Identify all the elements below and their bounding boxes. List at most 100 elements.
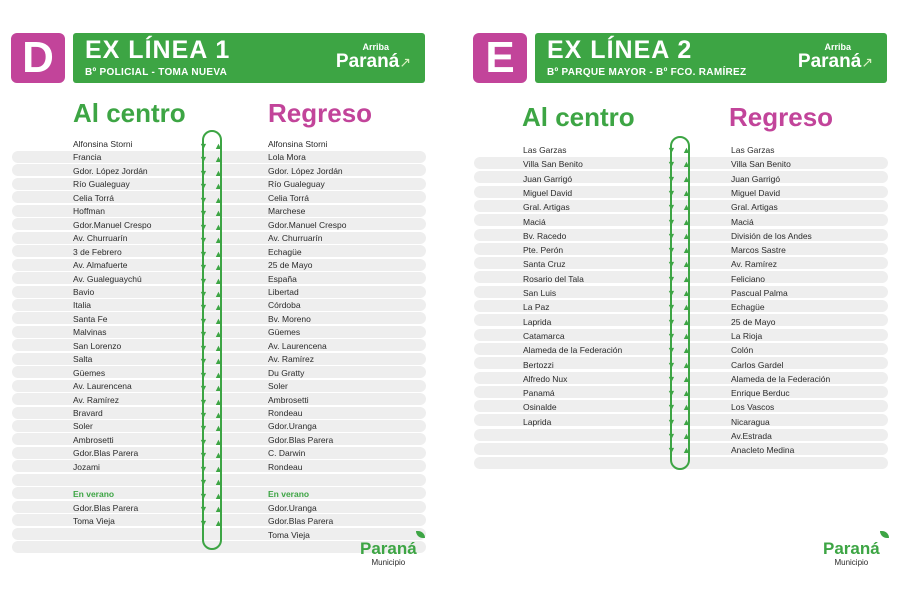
- brand-top-text: Arriba: [824, 42, 851, 52]
- arrow-up-icon: ▲: [682, 373, 691, 384]
- arrow-down-icon: ▼: [199, 517, 208, 528]
- stop-name: Jozami: [73, 461, 100, 472]
- arrow-up-icon: ▲: [214, 288, 223, 299]
- arrow-up-icon: ▲: [214, 342, 223, 353]
- row-stripe: [12, 379, 426, 392]
- verano-label-left: En verano: [73, 489, 115, 499]
- municipio-logo: Paraná Municipio: [823, 539, 880, 568]
- stop-name: Gral. Artigas: [731, 202, 778, 213]
- arrow-down-icon: ▼: [199, 490, 208, 501]
- stop-name: Rosario del Tala: [523, 273, 584, 284]
- line-title: EX LÍNEA 1: [85, 36, 231, 64]
- stop-name: Av. Ramírez: [73, 394, 119, 405]
- row-stripe: [12, 285, 426, 298]
- stop-name: Pascual Palma: [731, 288, 788, 298]
- arrow-up-icon: ▲: [682, 230, 691, 241]
- stop-name: Maciá: [731, 216, 754, 227]
- row-stripe: [474, 428, 888, 441]
- row-stripe: [12, 393, 426, 406]
- stop-name: Anacleto Medina: [731, 445, 795, 456]
- brand-top-text: Arriba: [362, 42, 389, 52]
- arrow-up-icon: ▲: [214, 450, 223, 461]
- stop-name: Gdor.Manuel Crespo: [268, 219, 347, 230]
- arrow-up-icon: ▲: [682, 288, 691, 298]
- arrow-up-icon: ▲: [682, 259, 691, 270]
- brand-main-text: Paraná: [335, 51, 400, 72]
- stop-name: Colón: [731, 345, 754, 356]
- stop-name: Catamarca: [523, 330, 565, 341]
- stop-name: C. Darwin: [268, 448, 306, 459]
- row-stripe: [12, 406, 426, 419]
- arrow-up-icon: ▲: [214, 356, 223, 367]
- row-stripe: [474, 242, 888, 255]
- stop-name: Bv. Moreno: [268, 313, 311, 324]
- row-stripe: [12, 258, 426, 271]
- arrow-down-icon: ▼: [667, 416, 676, 427]
- stop-name: 3 de Febrero: [73, 246, 122, 257]
- row-stripe: [474, 414, 888, 427]
- row-stripe: [12, 433, 426, 446]
- stop-name: Güemes: [73, 367, 106, 378]
- stop-name: San Luis: [523, 288, 557, 298]
- stop-name: Av.Estrada: [731, 431, 772, 441]
- footer-logo-text: Paraná: [823, 539, 880, 558]
- arrow-up-icon: ▲: [214, 436, 223, 447]
- row-stripe: [474, 357, 888, 370]
- stop-name: Laprida: [523, 416, 552, 427]
- stop-name: Av. Churruarín: [73, 233, 128, 244]
- arrow-down-icon: ▼: [667, 159, 676, 170]
- stop-name: Av. Almafuerte: [73, 260, 128, 271]
- arrow-down-icon: ▼: [199, 288, 208, 299]
- row-stripe: [12, 420, 426, 432]
- arrow-up-icon: ▲: [214, 262, 223, 273]
- stop-name: Echagüe: [731, 302, 765, 313]
- arrow-down-icon: ▼: [199, 235, 208, 246]
- stop-name: San Lorenzo: [73, 340, 122, 351]
- arrow-down-icon: ▼: [667, 145, 676, 155]
- stop-name: Du Gratty: [268, 367, 305, 378]
- arrow-down-icon: ▼: [667, 259, 676, 270]
- stop-name: Toma Vieja: [73, 516, 115, 527]
- arrow-down-icon: ▼: [667, 388, 676, 399]
- arrow-up-icon: ▲: [214, 208, 223, 219]
- row-stripe: [12, 339, 426, 352]
- row-stripe: [474, 400, 888, 413]
- stop-name: Bv. Racedo: [523, 230, 567, 241]
- row-stripe: [12, 366, 426, 379]
- arrow-down-icon: ▼: [199, 383, 208, 394]
- col-title-regreso: Regreso: [268, 98, 373, 128]
- arrow-down-icon: ▼: [199, 463, 208, 474]
- arrow-up-icon: ▲: [214, 194, 223, 205]
- arrow-down-icon: ▼: [199, 167, 208, 178]
- footer-logo-text: Paraná: [360, 539, 417, 558]
- stop-name: Enrique Berduc: [731, 388, 790, 399]
- row-stripe: [12, 446, 426, 459]
- arrow-down-icon: ▼: [667, 245, 676, 256]
- stop-name: Celia Torrá: [268, 192, 309, 203]
- line-title: EX LÍNEA 2: [547, 36, 693, 64]
- arrow-up-icon: ▲: [214, 329, 223, 340]
- route-panel-e: E EX LÍNEA 2 Bº PARQUE MAYOR - Bº FCO. R…: [462, 0, 900, 600]
- stop-name: Gdor.Manuel Crespo: [73, 219, 152, 230]
- arrow-down-icon: ▼: [199, 423, 208, 434]
- stop-name: Av. Ramírez: [268, 354, 314, 365]
- arrow-up-right-icon: ↗: [861, 54, 873, 70]
- stop-name: Celia Torrá: [73, 192, 114, 203]
- row-stripe: [474, 285, 888, 298]
- arrow-down-icon: ▼: [667, 173, 676, 184]
- row-stripe: [474, 342, 888, 355]
- stop-name: Ambrosetti: [73, 434, 114, 445]
- stop-name: Juan Garrigó: [523, 173, 573, 184]
- arrow-up-icon: ▲: [214, 248, 223, 259]
- line-subtitle: Bº PARQUE MAYOR - Bº FCO. RAMÍREZ: [547, 67, 747, 78]
- stop-name: Marchese: [268, 206, 306, 217]
- stop-name: Italia: [73, 300, 91, 311]
- arrow-down-icon: ▼: [667, 187, 676, 198]
- verano-label-right: En verano: [268, 489, 310, 499]
- arrow-up-icon: ▲: [214, 490, 223, 501]
- stop-name: Gdor. López Jordán: [268, 165, 343, 176]
- arrow-down-icon: ▼: [667, 330, 676, 341]
- row-stripe: [12, 204, 426, 217]
- stop-name: Bertozzi: [523, 359, 554, 370]
- stop-name: 25 de Mayo: [731, 316, 776, 327]
